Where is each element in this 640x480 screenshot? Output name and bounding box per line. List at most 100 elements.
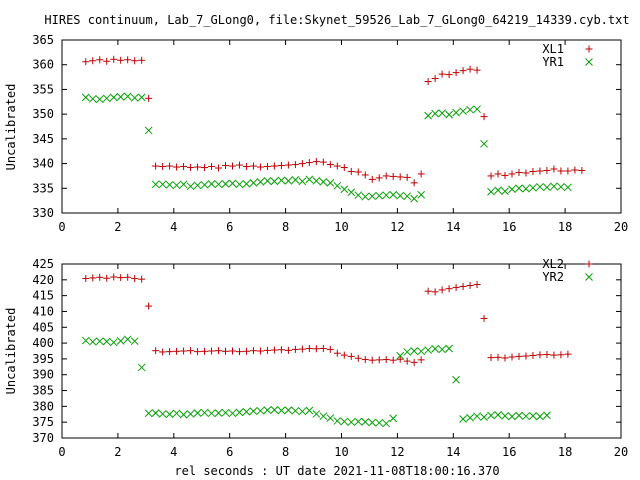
legend-label-xl1: XL1 [542,42,564,56]
point-xl2 [508,353,516,361]
point-xl2 [564,350,572,358]
point-xl1 [82,58,90,66]
point-xl1 [312,158,320,166]
point-yr1 [382,191,391,200]
point-yr1 [116,92,125,101]
point-xl2 [187,347,195,355]
point-yr1 [564,183,572,192]
legend-marker-xl1 [585,45,593,53]
point-yr1 [494,186,502,195]
point-yr1 [102,94,111,103]
top-y-tick-label: 335 [32,181,54,195]
point-xl1 [117,56,125,64]
point-yr2 [298,407,307,416]
point-xl2 [550,351,558,359]
top-x-tick-label: 10 [334,220,348,234]
point-yr1 [270,177,279,186]
point-xl1 [180,163,188,171]
top-y-tick-label: 340 [32,157,54,171]
point-yr1 [466,105,474,114]
point-xl1 [557,167,565,175]
point-xl1 [333,162,341,170]
point-yr1 [375,191,384,200]
point-yr2 [95,337,104,346]
point-yr2 [340,417,349,426]
point-yr1 [165,180,174,189]
point-xl1 [501,171,509,179]
point-yr1 [179,180,188,189]
point-xl1 [187,164,195,172]
top-y-tick-label: 350 [32,107,54,121]
point-yr2 [361,418,370,426]
point-xl2 [487,354,495,362]
point-yr1 [487,187,495,196]
point-xl1 [166,162,174,170]
point-yr2 [291,406,300,415]
point-yr1 [333,181,342,190]
point-yr2 [410,347,419,355]
top-y-tick-label: 360 [32,58,54,72]
point-yr2 [165,410,174,419]
bottom-x-tick-label: 20 [614,445,628,459]
point-yr2 [354,417,363,426]
top-panel: Uncalibrated 0 2 4 6 8 10 12 14 16 18 20 330 335 340 3… [4,33,628,234]
point-xl2 [480,314,488,322]
point-xl1 [340,164,348,172]
x-axis-label: rel seconds : UT date 2021-11-08T18:00:1… [174,464,499,478]
point-xl2 [131,275,139,283]
point-yr1 [186,182,195,191]
point-yr1 [235,180,244,189]
point-xl1 [480,113,488,121]
top-y-tick-label: 365 [32,33,54,47]
point-yr1 [88,94,97,103]
bottom-data-marks [81,273,572,428]
point-yr1 [263,177,272,185]
point-yr2 [396,351,405,360]
point-xl2 [459,282,467,290]
point-yr1 [480,139,488,148]
top-x-tick-label: 14 [446,220,460,234]
point-yr1 [550,182,558,191]
point-xl1 [347,167,355,175]
point-xl1 [361,171,369,179]
point-xl2 [284,346,292,354]
point-xl2 [103,274,111,282]
point-xl1 [466,65,474,73]
point-xl2 [277,346,285,354]
point-yr2 [123,335,132,344]
point-yr2 [228,409,237,418]
point-xl2 [194,348,202,356]
bottom-x-tick-label: 10 [334,445,348,459]
point-yr2 [508,412,516,421]
point-yr1 [256,178,265,186]
point-xl2 [235,348,243,356]
point-yr1 [515,184,523,193]
point-yr2 [480,413,488,421]
point-xl1 [410,179,418,187]
point-xl1 [242,163,250,171]
point-yr2 [424,346,432,354]
point-xl2 [319,344,327,352]
point-yr1 [445,110,453,119]
point-xl2 [557,351,565,359]
point-xl1 [564,167,572,175]
top-x-tick-label: 12 [390,220,404,234]
point-yr2 [522,412,530,421]
point-yr1 [130,93,139,102]
point-yr1 [361,192,370,201]
point-xl1 [110,55,118,63]
point-xl2 [431,288,439,296]
point-yr1 [403,192,412,201]
point-xl1 [536,167,544,175]
bottom-y-tick-label: 400 [32,336,54,350]
point-yr2 [529,412,537,420]
top-y-axis-label: Uncalibrated [4,84,18,171]
point-xl1 [326,161,334,169]
point-xl2 [424,287,432,295]
point-xl1 [473,66,481,74]
point-yr2 [326,414,335,422]
point-yr2 [466,413,474,422]
point-yr2 [235,408,244,417]
point-xl1 [256,163,264,171]
